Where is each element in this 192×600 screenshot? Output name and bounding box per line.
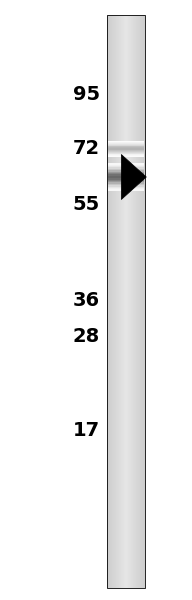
Bar bbox=[108, 149, 144, 151]
Text: 36: 36 bbox=[73, 290, 100, 310]
Bar bbox=[108, 166, 144, 167]
Bar bbox=[114, 15, 115, 588]
Bar bbox=[108, 141, 144, 142]
Bar bbox=[110, 15, 111, 588]
Bar bbox=[116, 15, 117, 588]
Bar bbox=[127, 15, 128, 588]
Bar bbox=[135, 15, 136, 588]
Bar bbox=[137, 15, 138, 588]
Bar bbox=[125, 15, 126, 588]
Bar bbox=[108, 181, 144, 182]
Bar bbox=[123, 15, 124, 588]
Bar bbox=[108, 146, 144, 147]
Bar bbox=[115, 15, 116, 588]
Bar bbox=[107, 15, 108, 588]
Bar bbox=[108, 143, 144, 144]
Bar bbox=[108, 151, 144, 152]
Bar bbox=[108, 178, 144, 179]
Bar bbox=[141, 15, 142, 588]
Bar bbox=[108, 147, 144, 148]
Bar bbox=[108, 167, 144, 169]
Bar bbox=[108, 15, 109, 588]
Bar bbox=[111, 15, 112, 588]
Bar bbox=[108, 180, 144, 181]
Bar bbox=[108, 185, 144, 187]
Bar bbox=[108, 153, 144, 154]
Text: 28: 28 bbox=[73, 326, 100, 346]
Bar bbox=[108, 172, 144, 173]
Bar bbox=[108, 187, 144, 188]
Text: 17: 17 bbox=[73, 421, 100, 440]
Bar bbox=[131, 15, 132, 588]
Text: 55: 55 bbox=[73, 194, 100, 214]
Bar bbox=[118, 15, 119, 588]
Bar bbox=[108, 173, 144, 174]
Bar bbox=[121, 15, 122, 588]
Bar bbox=[108, 156, 144, 157]
Bar bbox=[142, 15, 143, 588]
Bar bbox=[133, 15, 134, 588]
Bar bbox=[108, 155, 144, 156]
Text: 95: 95 bbox=[73, 85, 100, 104]
Bar bbox=[108, 177, 144, 178]
Bar bbox=[108, 154, 144, 155]
Bar bbox=[113, 15, 114, 588]
Bar bbox=[108, 175, 144, 176]
Bar bbox=[130, 15, 131, 588]
Bar bbox=[119, 15, 120, 588]
Bar bbox=[109, 15, 110, 588]
Bar bbox=[136, 15, 137, 588]
Bar bbox=[108, 152, 144, 153]
Bar bbox=[108, 142, 144, 143]
Bar bbox=[129, 15, 130, 588]
Bar bbox=[126, 15, 127, 588]
Bar bbox=[139, 15, 140, 588]
Bar bbox=[140, 15, 141, 588]
Bar bbox=[112, 15, 113, 588]
Bar bbox=[121, 15, 122, 588]
Bar bbox=[108, 176, 144, 177]
Bar bbox=[108, 190, 144, 191]
Bar bbox=[132, 15, 133, 588]
Bar bbox=[108, 170, 144, 172]
Bar bbox=[134, 15, 135, 588]
Bar bbox=[108, 148, 144, 149]
Bar bbox=[108, 145, 144, 146]
Bar bbox=[108, 184, 144, 185]
Bar bbox=[138, 15, 139, 588]
Bar bbox=[122, 15, 123, 588]
Bar bbox=[107, 15, 145, 588]
Text: 72: 72 bbox=[73, 139, 100, 158]
Bar bbox=[108, 169, 144, 170]
Bar bbox=[108, 144, 144, 145]
Polygon shape bbox=[121, 154, 146, 199]
Bar bbox=[108, 165, 144, 166]
Bar bbox=[143, 15, 144, 588]
Bar bbox=[108, 163, 144, 164]
Bar bbox=[108, 182, 144, 184]
Bar bbox=[117, 15, 118, 588]
Bar bbox=[128, 15, 129, 588]
Bar bbox=[124, 15, 125, 588]
Bar bbox=[120, 15, 121, 588]
Bar bbox=[108, 188, 144, 189]
